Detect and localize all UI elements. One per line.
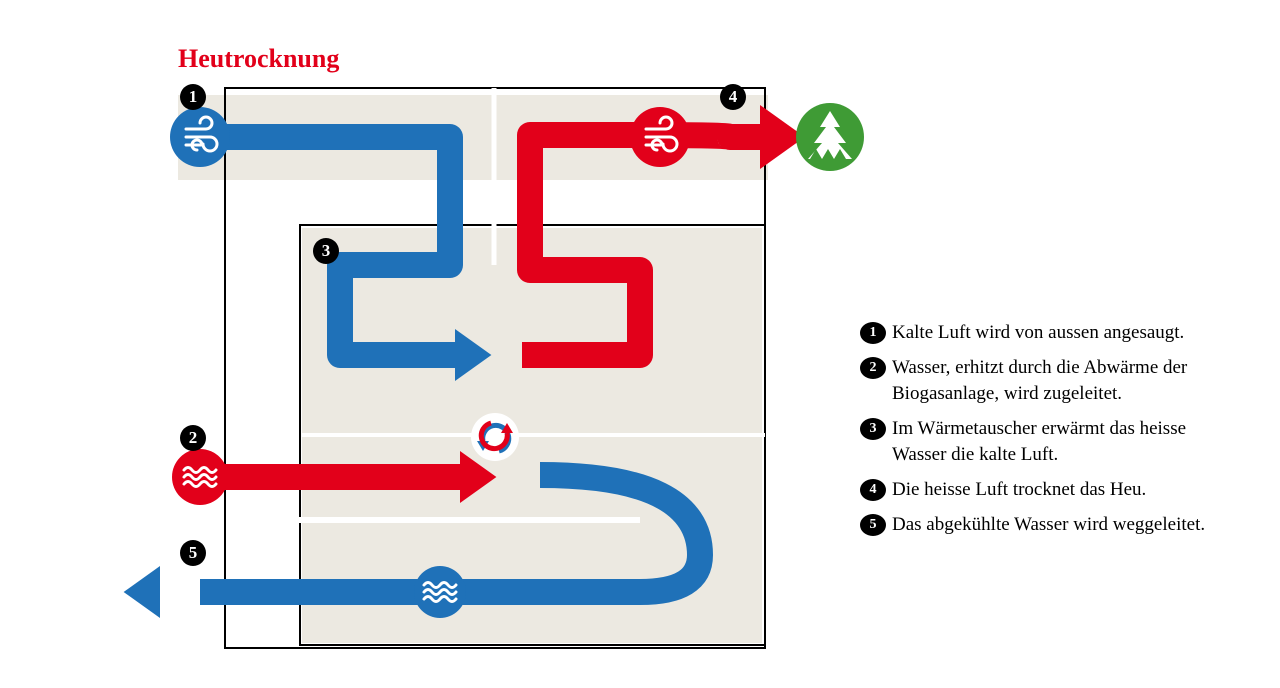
legend-text-5: Das abgekühlte Wasser wird weggeleitet. bbox=[892, 512, 1220, 539]
legend-text-1: Kalte Luft wird von aussen angesaugt. bbox=[892, 320, 1220, 347]
step-badge-5: 5 bbox=[180, 540, 206, 566]
diagram-canvas: Heutrocknung 1 2 3 4 5 1 Kalte Luft wird von … bbox=[0, 0, 1280, 683]
step-badge-1: 1 bbox=[180, 84, 206, 110]
step-badge-2: 2 bbox=[180, 425, 206, 451]
cold-air-inlet-icon bbox=[170, 107, 230, 167]
diagram-title: Heutrocknung bbox=[178, 44, 339, 74]
legend-badge-2: 2 bbox=[860, 357, 886, 379]
step-badge-4: 4 bbox=[720, 84, 746, 110]
legend-item-4: 4 Die heisse Luft trocknet das Heu. bbox=[860, 477, 1220, 504]
legend-text-4: Die heisse Luft trocknet das Heu. bbox=[892, 477, 1220, 504]
legend-item-5: 5 Das abgekühlte Wasser wird weggeleitet. bbox=[860, 512, 1220, 539]
water-return-icon bbox=[414, 566, 466, 618]
legend-text-2: Wasser, erhitzt durch die Abwärme der Bi… bbox=[892, 355, 1220, 408]
legend-item-3: 3 Im Wärmetauscher erwärmt das heisse Was… bbox=[860, 416, 1220, 469]
step-badge-3: 3 bbox=[313, 238, 339, 264]
legend-badge-4: 4 bbox=[860, 479, 886, 501]
legend-item-2: 2 Wasser, erhitzt durch die Abwärme der B… bbox=[860, 355, 1220, 408]
legend-text-3: Im Wärmetauscher erwärmt das heisse Wass… bbox=[892, 416, 1220, 469]
hot-water-inlet-icon bbox=[172, 449, 228, 505]
legend-badge-3: 3 bbox=[860, 418, 886, 440]
legend-item-1: 1 Kalte Luft wird von aussen angesaugt. bbox=[860, 320, 1220, 347]
legend: 1 Kalte Luft wird von aussen angesaugt. 2W… bbox=[860, 320, 1220, 546]
legend-badge-1: 1 bbox=[860, 322, 886, 344]
legend-badge-5: 5 bbox=[860, 514, 886, 536]
heat-exchange-icon bbox=[471, 413, 519, 461]
hay-icon bbox=[796, 103, 864, 171]
hot-air-fan-icon bbox=[630, 107, 690, 167]
